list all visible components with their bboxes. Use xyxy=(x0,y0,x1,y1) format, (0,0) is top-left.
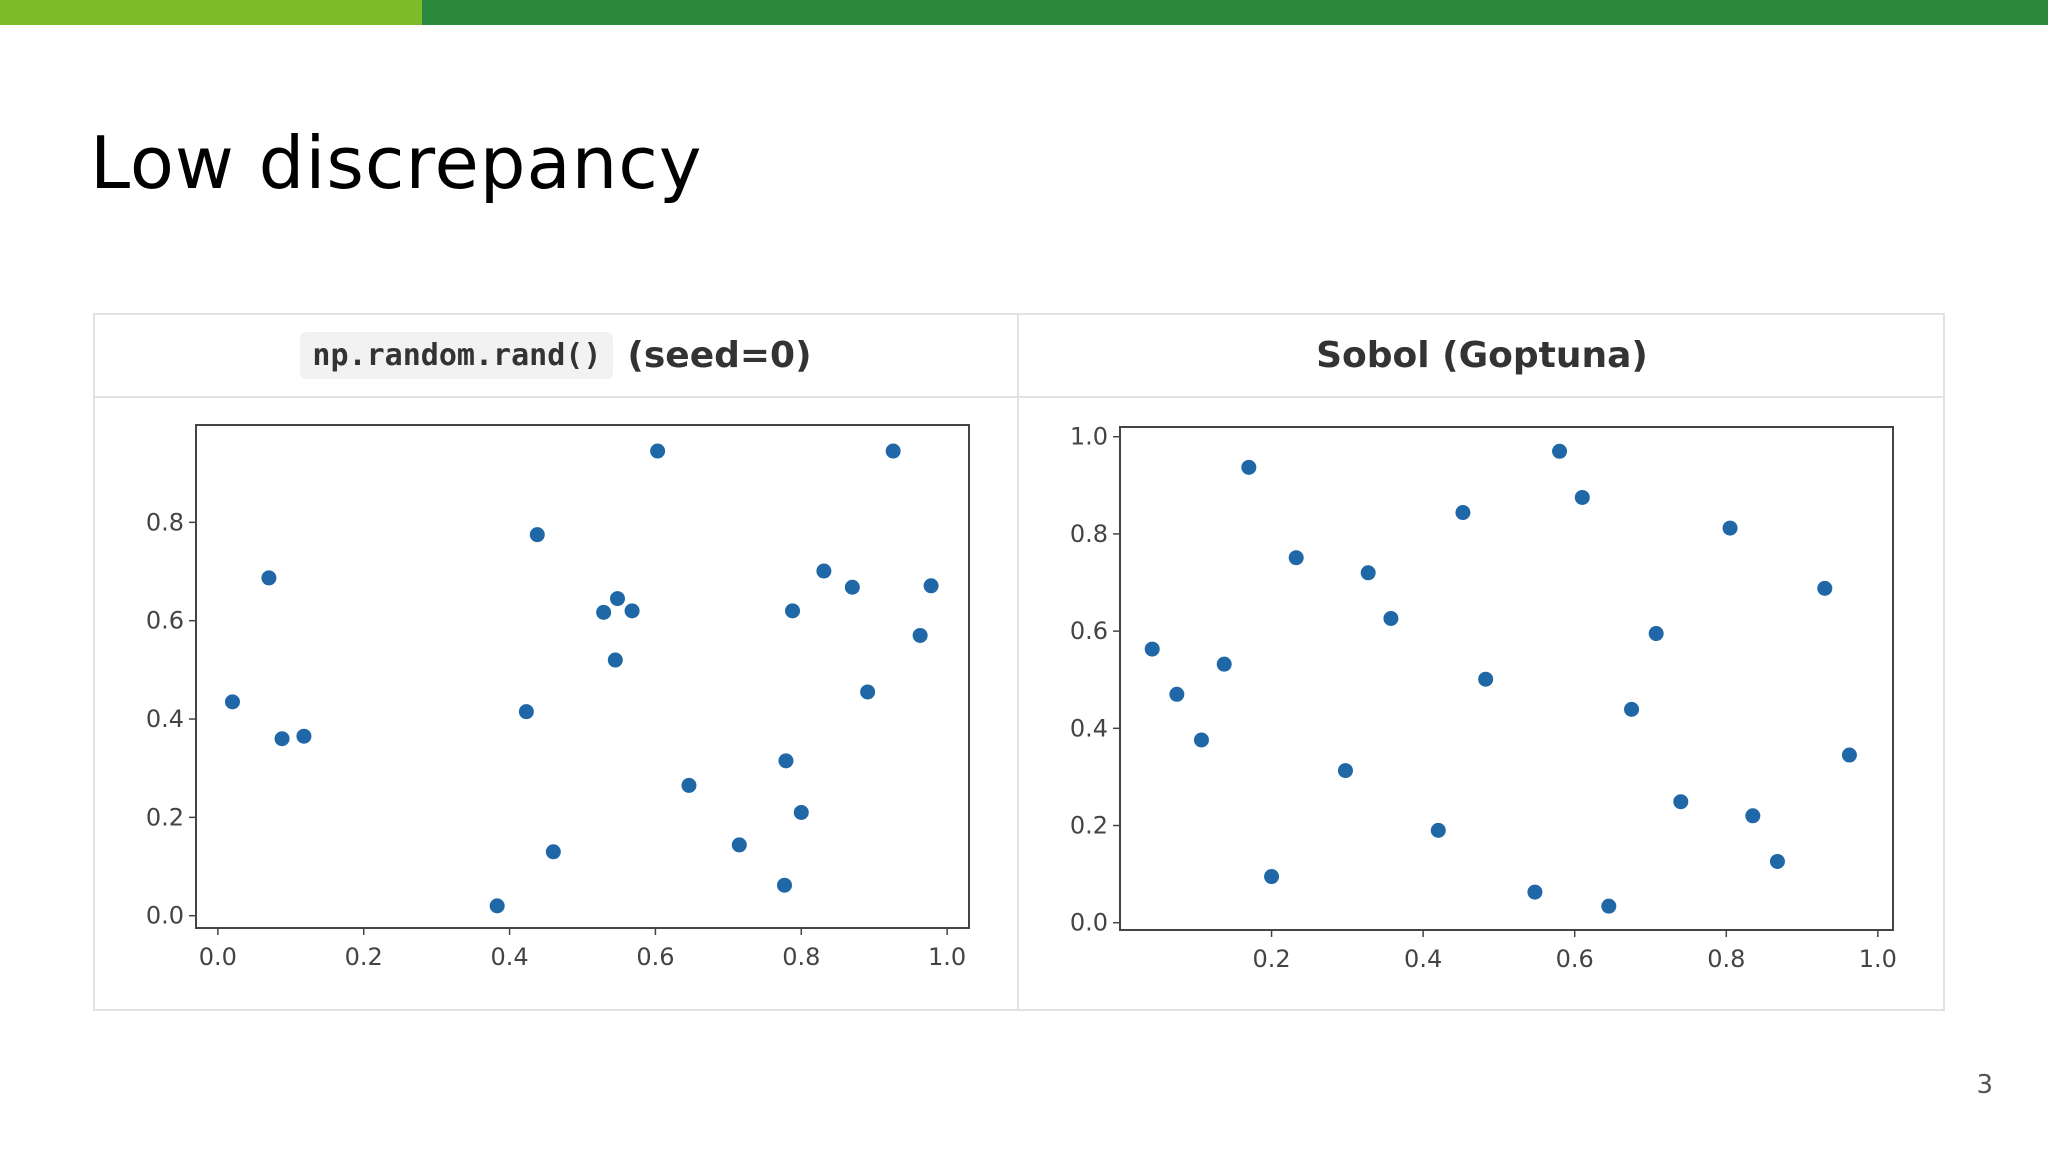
scatter-point xyxy=(816,563,832,579)
y-tick-label: 0.0 xyxy=(1070,909,1108,937)
y-tick-label: 0.8 xyxy=(146,508,184,536)
x-tick-label: 0.4 xyxy=(490,943,528,971)
y-tick-label: 0.4 xyxy=(1070,714,1108,742)
scatter-point xyxy=(489,898,505,914)
scatter-point xyxy=(1144,641,1160,657)
scatter-point xyxy=(596,604,612,620)
y-tick-label: 0.8 xyxy=(1070,520,1108,548)
plot-frame xyxy=(1119,426,1894,931)
scatter-point xyxy=(296,728,312,744)
scatter-point xyxy=(1337,763,1353,779)
page-number: 3 xyxy=(1976,1070,1993,1100)
y-tick-label: 1.0 xyxy=(1070,423,1108,451)
scatter-point xyxy=(1383,610,1399,626)
scatter-point xyxy=(1817,580,1833,596)
scatter-point xyxy=(1193,732,1209,748)
y-tick-label: 0.6 xyxy=(146,607,184,635)
scatter-point xyxy=(1430,822,1446,838)
right-header-text: Sobol (Goptuna) xyxy=(1316,335,1648,376)
scatter-point xyxy=(624,603,640,619)
scatter-point xyxy=(610,591,626,607)
scatter-point xyxy=(1288,550,1304,566)
scatter-point xyxy=(885,443,901,459)
scatter-point xyxy=(912,627,928,643)
right-column-header: Sobol (Goptuna) xyxy=(1019,315,1945,396)
scatter-point xyxy=(224,694,240,710)
sobol-scatter-plot: 0.2 0.4 0.6 0.8 1.0 0.0 0.2 0.4 0.6 0.8 1.0 xyxy=(1070,423,1897,973)
left-column-header: np.random.rand() (seed=0) xyxy=(95,315,1017,396)
top-accent-bar-light xyxy=(0,0,422,25)
scatter-point xyxy=(681,777,697,793)
scatter-point xyxy=(1624,701,1640,717)
left-header-code: np.random.rand() xyxy=(300,332,614,379)
scatter-point xyxy=(1769,853,1785,869)
y-tick-label: 0.2 xyxy=(1070,812,1108,840)
top-accent-bar xyxy=(0,0,2048,25)
y-tick-label: 0.6 xyxy=(1070,617,1108,645)
scatter-point xyxy=(860,684,876,700)
scatter-point xyxy=(793,804,809,820)
scatter-point xyxy=(1745,808,1761,824)
scatter-point xyxy=(545,844,561,860)
scatter-point xyxy=(1601,898,1617,914)
scatter-point xyxy=(261,570,277,586)
table-column-divider xyxy=(1017,315,1019,1009)
plot-frame xyxy=(195,424,970,929)
x-tick-label: 0.2 xyxy=(1252,945,1290,973)
scatter-point xyxy=(1673,794,1689,810)
scatter-point xyxy=(731,837,747,853)
top-accent-bar-dark xyxy=(422,0,2048,25)
scatter-point xyxy=(274,731,290,747)
y-tick-label: 0.0 xyxy=(146,902,184,930)
x-tick-label: 0.0 xyxy=(199,943,237,971)
comparison-table: np.random.rand() (seed=0) Sobol (Goptuna… xyxy=(93,313,1945,1011)
scatter-point xyxy=(1552,443,1568,459)
scatter-point xyxy=(1241,459,1257,475)
scatter-point xyxy=(1648,626,1664,642)
scatter-point xyxy=(1264,869,1280,885)
scatter-point xyxy=(777,877,793,893)
x-tick-label: 1.0 xyxy=(928,943,966,971)
y-tick-label: 0.2 xyxy=(146,803,184,831)
x-tick-label: 0.6 xyxy=(636,943,674,971)
scatter-point xyxy=(1527,884,1543,900)
scatter-point xyxy=(1360,565,1376,581)
scatter-point xyxy=(785,603,801,619)
scatter-point xyxy=(844,579,860,595)
scatter-point xyxy=(1478,671,1494,687)
scatter-point xyxy=(518,704,534,720)
x-tick-label: 0.2 xyxy=(345,943,383,971)
scatter-point xyxy=(923,578,939,594)
slide-title: Low discrepancy xyxy=(90,121,703,205)
scatter-point xyxy=(607,652,623,668)
x-tick-label: 1.0 xyxy=(1859,945,1897,973)
scatter-point xyxy=(778,753,794,769)
scatter-point xyxy=(1169,686,1185,702)
y-tick-label: 0.4 xyxy=(146,705,184,733)
scatter-point xyxy=(529,527,545,543)
scatter-point xyxy=(650,443,666,459)
table-header-divider xyxy=(95,396,1943,398)
random-scatter-plot: 0.0 0.2 0.4 0.6 0.8 1.0 0.0 0.2 0.4 0.6 0.8 xyxy=(146,424,970,971)
x-tick-label: 0.4 xyxy=(1404,945,1442,973)
scatter-point xyxy=(1455,505,1471,521)
scatter-point xyxy=(1841,747,1857,763)
scatter-point xyxy=(1722,520,1738,536)
left-header-text: (seed=0) xyxy=(627,335,812,376)
scatter-point xyxy=(1216,656,1232,672)
scatter-point xyxy=(1574,489,1590,505)
x-tick-label: 0.6 xyxy=(1556,945,1594,973)
x-tick-label: 0.8 xyxy=(782,943,820,971)
x-tick-label: 0.8 xyxy=(1707,945,1745,973)
